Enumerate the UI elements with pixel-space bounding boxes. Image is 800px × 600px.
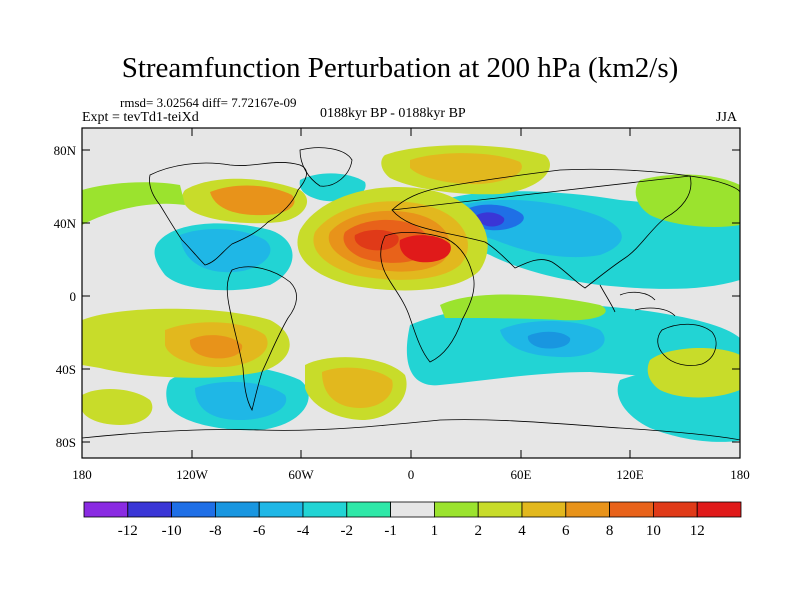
colorbar-swatch	[346, 501, 391, 518]
contour-band-pacific-high	[635, 174, 740, 227]
contour-band-northpacific-light	[82, 144, 260, 181]
colorbar-label: 12	[690, 523, 705, 539]
lon-label-60e: 60E	[511, 467, 532, 482]
coast-europe-asia	[391, 168, 740, 289]
contour-band-australia-high	[647, 348, 740, 398]
coast-north-america	[149, 162, 307, 266]
colorbar-swatch	[433, 501, 479, 518]
colorbar-label: 6	[562, 523, 570, 539]
contour-band-eurasia-band	[82, 182, 185, 225]
lon-label-60w: 60W	[288, 467, 314, 482]
lon-label-120e: 120E	[616, 467, 644, 482]
colorbar-label: -4	[297, 523, 310, 539]
colorbar-swatch	[565, 501, 610, 518]
season-label: JJA	[716, 110, 738, 125]
colorbar-swatch	[302, 501, 348, 518]
period-label: 0188kyr BP - 0188kyr BP	[320, 106, 466, 121]
experiment-label: Expt = tevTd1-teiXd	[82, 110, 199, 125]
colorbar-label: 1	[431, 523, 439, 539]
latitude-labels: 80N 40N 0 40S 80S	[54, 143, 77, 450]
lat-label-40s: 40S	[56, 362, 76, 377]
chart-title: Streamfunction Perturbation at 200 hPa (…	[121, 52, 679, 84]
coastlines	[82, 147, 740, 441]
contour-band-arctic-low	[299, 173, 366, 202]
lat-label-80s: 80S	[56, 435, 76, 450]
colorbar-label: -1	[384, 523, 397, 539]
colorbar-swatch	[521, 501, 567, 518]
lon-label-0: 0	[408, 467, 415, 482]
coast-antarctica	[82, 419, 740, 441]
contour-fields	[82, 144, 740, 442]
axis-ticks	[81, 128, 741, 458]
colorbar-label: 4	[518, 523, 526, 539]
contour-band-indian-core	[527, 331, 571, 349]
contour-band-arctic-mid	[410, 153, 522, 185]
contour-band-southindian-high	[440, 294, 606, 321]
coast-africa	[380, 232, 475, 363]
lon-label-120w: 120W	[176, 467, 209, 482]
colorbar-swatch	[696, 501, 742, 518]
colorbar-label: -6	[253, 523, 266, 539]
colorbar-swatch	[127, 501, 173, 518]
contour-band-northamerica-inner	[210, 185, 295, 216]
contour-band-mideast-core	[475, 212, 505, 227]
colorbar	[83, 501, 742, 518]
contour-band-southpacific-core	[189, 335, 243, 359]
colorbar-label: -10	[162, 523, 182, 539]
contour-band-antarctic-high	[82, 388, 153, 425]
colorbar-swatch	[477, 501, 523, 518]
lat-label-0: 0	[70, 289, 77, 304]
colorbar-labels: -12 -10 -8 -6 -4 -2 -1 1 2 4 6 8 10 12	[118, 523, 705, 539]
colorbar-label: -12	[118, 523, 138, 539]
lat-label-80n: 80N	[54, 143, 77, 158]
colorbar-swatch	[258, 501, 304, 518]
colorbar-swatch	[653, 501, 698, 518]
coast-australia	[657, 323, 717, 366]
colorbar-label: -2	[341, 523, 354, 539]
colorbar-label: -8	[209, 523, 222, 539]
coast-south-america	[226, 266, 297, 412]
lon-label-180e: 180	[730, 467, 750, 482]
colorbar-swatch	[83, 501, 129, 518]
colorbar-label: 10	[646, 523, 661, 539]
colorbar-label: 8	[606, 523, 614, 539]
lat-label-40n: 40N	[54, 216, 77, 231]
colorbar-label: 2	[474, 523, 482, 539]
colorbar-swatch	[390, 501, 435, 518]
longitude-labels: 180 120W 60W 0 60E 120E 180	[72, 467, 750, 482]
coast-greenland	[299, 147, 353, 187]
colorbar-swatch	[609, 501, 654, 518]
lon-label-180w: 180	[72, 467, 92, 482]
colorbar-swatch	[171, 501, 216, 518]
contour-band-southpacific-inner	[195, 381, 287, 420]
colorbar-swatch	[214, 501, 260, 518]
contour-band-africa-max	[399, 235, 451, 263]
rmsd-stats: rmsd= 3.02564 diff= 7.72167e-09	[120, 95, 297, 110]
contour-band-southatlantic-mid	[322, 367, 393, 408]
coast-maritime-continent	[599, 284, 676, 317]
